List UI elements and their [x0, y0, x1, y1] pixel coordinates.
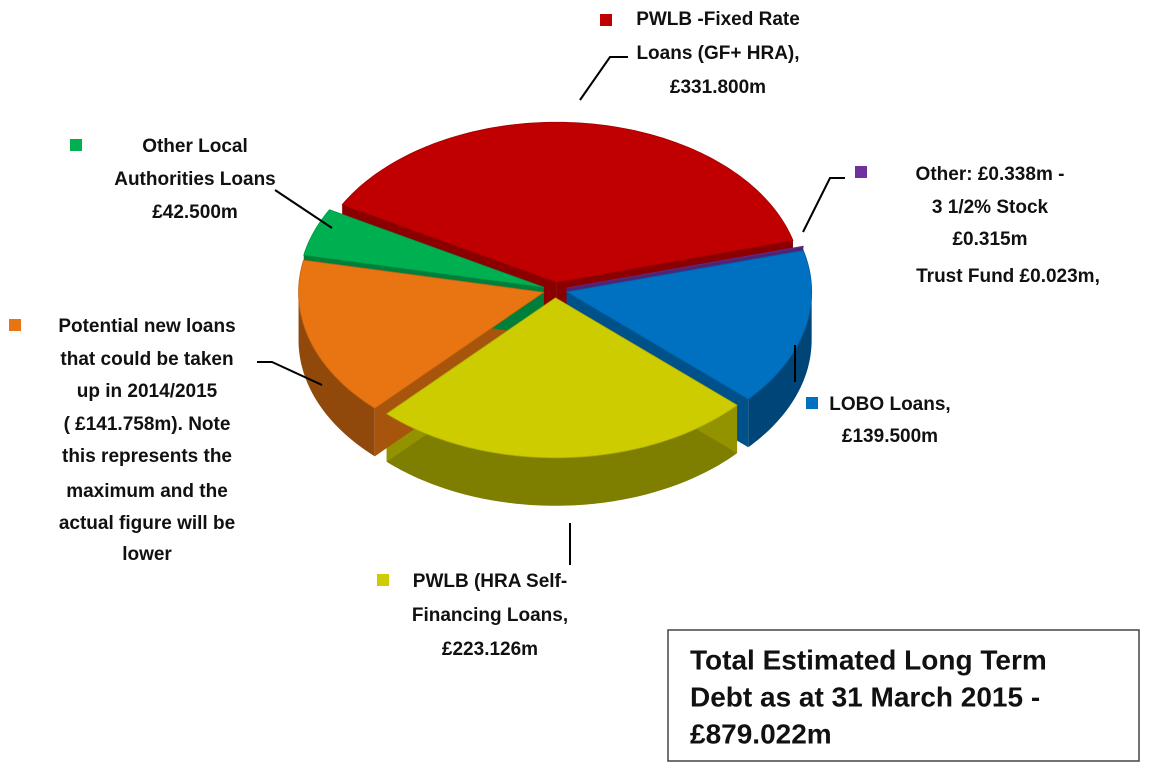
total-text: £879.022m: [690, 718, 832, 749]
total-text: Debt as at 31 March 2015 -: [690, 681, 1040, 712]
pie: [298, 121, 813, 506]
legend-swatch: [70, 139, 82, 151]
data-label: PWLB -Fixed Rate: [636, 9, 800, 30]
data-label: Authorities Loans: [114, 169, 276, 190]
legend-swatch: [855, 166, 867, 178]
leader-line: [579, 56, 628, 101]
data-label: lower: [122, 544, 172, 565]
slice: [298, 259, 545, 409]
pie-tops: [298, 121, 813, 459]
slice: [341, 121, 794, 283]
data-label: Other Local: [142, 136, 248, 157]
data-label: PWLB (HRA Self-: [413, 571, 567, 592]
legend-swatch: [377, 574, 389, 586]
data-label: Financing Loans,: [412, 605, 568, 626]
data-label: £42.500m: [152, 202, 238, 223]
legend-swatch: [600, 14, 612, 26]
leader-line: [257, 361, 323, 386]
leader-line: [274, 189, 333, 229]
slice-side: [748, 291, 812, 448]
data-label: LOBO Loans,: [829, 394, 950, 415]
data-label: that could be taken: [60, 349, 233, 370]
data-label: Trust Fund £0.023m,: [916, 266, 1100, 287]
data-label: actual figure will be: [59, 513, 235, 534]
total-box: [667, 629, 1140, 762]
leader-line: [802, 177, 845, 233]
data-label: this represents the: [62, 446, 232, 467]
data-label: £223.126m: [442, 639, 538, 660]
slice: [565, 250, 813, 400]
data-label: Loans (GF+ HRA),: [636, 43, 799, 64]
slice-side: [386, 405, 738, 506]
data-label: 3 1/2% Stock: [932, 197, 1049, 218]
data-label: up in 2014/2015: [77, 381, 218, 402]
slice-side: [298, 292, 375, 457]
total-text: Total Estimated Long Term: [690, 644, 1047, 675]
data-label: maximum and the: [66, 481, 228, 502]
slice: [303, 209, 544, 288]
data-label: Other: £0.338m -: [916, 164, 1065, 185]
slice: [566, 245, 804, 289]
data-label: £0.315m: [952, 229, 1027, 250]
slice: [385, 297, 738, 459]
data-label: Potential new loans: [58, 316, 235, 337]
data-label: ( £141.758m). Note: [64, 414, 231, 435]
legend-swatch: [9, 319, 21, 331]
data-label: £331.800m: [670, 77, 766, 98]
legend-swatch: [806, 397, 818, 409]
data-label: £139.500m: [842, 426, 938, 447]
